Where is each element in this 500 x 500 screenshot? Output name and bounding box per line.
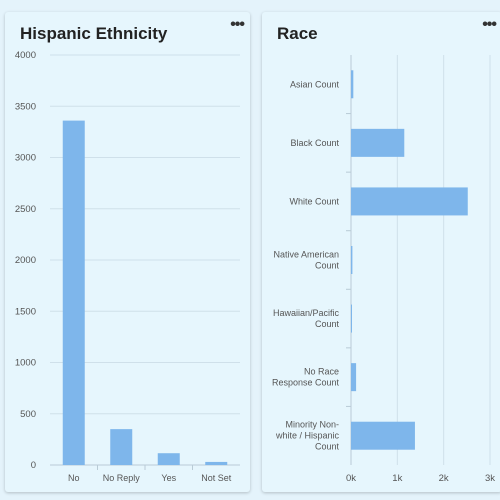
- y-tick-label: Black Count: [290, 138, 339, 148]
- more-horizontal-icon[interactable]: •••: [482, 16, 497, 33]
- bar: [205, 461, 228, 465]
- bar: [351, 363, 357, 392]
- y-tick-label: 3000: [15, 153, 36, 164]
- bar: [351, 187, 468, 216]
- y-tick-label: Count: [315, 261, 340, 271]
- y-tick-label: 3500: [15, 101, 36, 112]
- y-tick-label: 0: [31, 460, 36, 471]
- bar: [110, 429, 133, 465]
- x-tick-label: 3k: [485, 473, 495, 484]
- y-tick-label: 2500: [15, 204, 36, 215]
- y-tick-label: Count: [315, 442, 340, 452]
- more-horizontal-icon[interactable]: •••: [230, 16, 245, 33]
- bar: [351, 246, 353, 274]
- bar: [351, 304, 352, 333]
- x-tick-label: 1k: [392, 473, 402, 484]
- y-tick-label: Response Count: [272, 378, 340, 388]
- hispanic-ethnicity-chart: 0 500 1000 1500 2000 2500 3000 3500 4000 No No Rep…: [15, 50, 240, 483]
- x-tick-label: 0k: [346, 473, 356, 484]
- y-tick-label: White Count: [289, 196, 339, 206]
- y-tick-label: 500: [20, 409, 36, 420]
- y-tick-label: 2000: [15, 255, 36, 266]
- card-title: Hispanic Ethnicity: [20, 24, 168, 43]
- card-title: Race: [277, 24, 318, 43]
- x-tick-label: No: [68, 473, 80, 483]
- y-tick-label: Native American: [273, 250, 339, 260]
- bar: [351, 421, 415, 450]
- bar: [157, 453, 180, 465]
- y-tick-label: Asian Count: [290, 79, 340, 89]
- y-tick-label: 1500: [15, 306, 36, 317]
- x-tick-label: Not Set: [201, 473, 232, 483]
- bar: [62, 120, 85, 465]
- bar: [351, 128, 405, 157]
- y-tick-label: Hawaiian/Pacific: [273, 308, 340, 318]
- x-tick-label: 2k: [439, 473, 449, 484]
- y-tick-label: 1000: [15, 358, 36, 369]
- y-tick-label: Count: [315, 319, 340, 329]
- y-tick-label: white / Hispanic: [275, 431, 340, 441]
- bar: [351, 70, 354, 99]
- y-tick-label: Minority Non-: [285, 420, 339, 430]
- hispanic-ethnicity-card: Hispanic Ethnicity ••• 0 500 1000 1500 2000 2…: [5, 12, 250, 492]
- y-tick-label: No Race: [304, 367, 339, 377]
- x-tick-label: No Reply: [103, 473, 141, 483]
- race-chart: 0k 1k 2k 3k Asian Count Black Count White Coun…: [272, 55, 495, 484]
- x-tick-label: Yes: [161, 473, 176, 483]
- race-card: Race ••• 0k 1k 2k 3k Asian Count Black Count W…: [262, 12, 500, 492]
- y-tick-label: 4000: [15, 50, 36, 61]
